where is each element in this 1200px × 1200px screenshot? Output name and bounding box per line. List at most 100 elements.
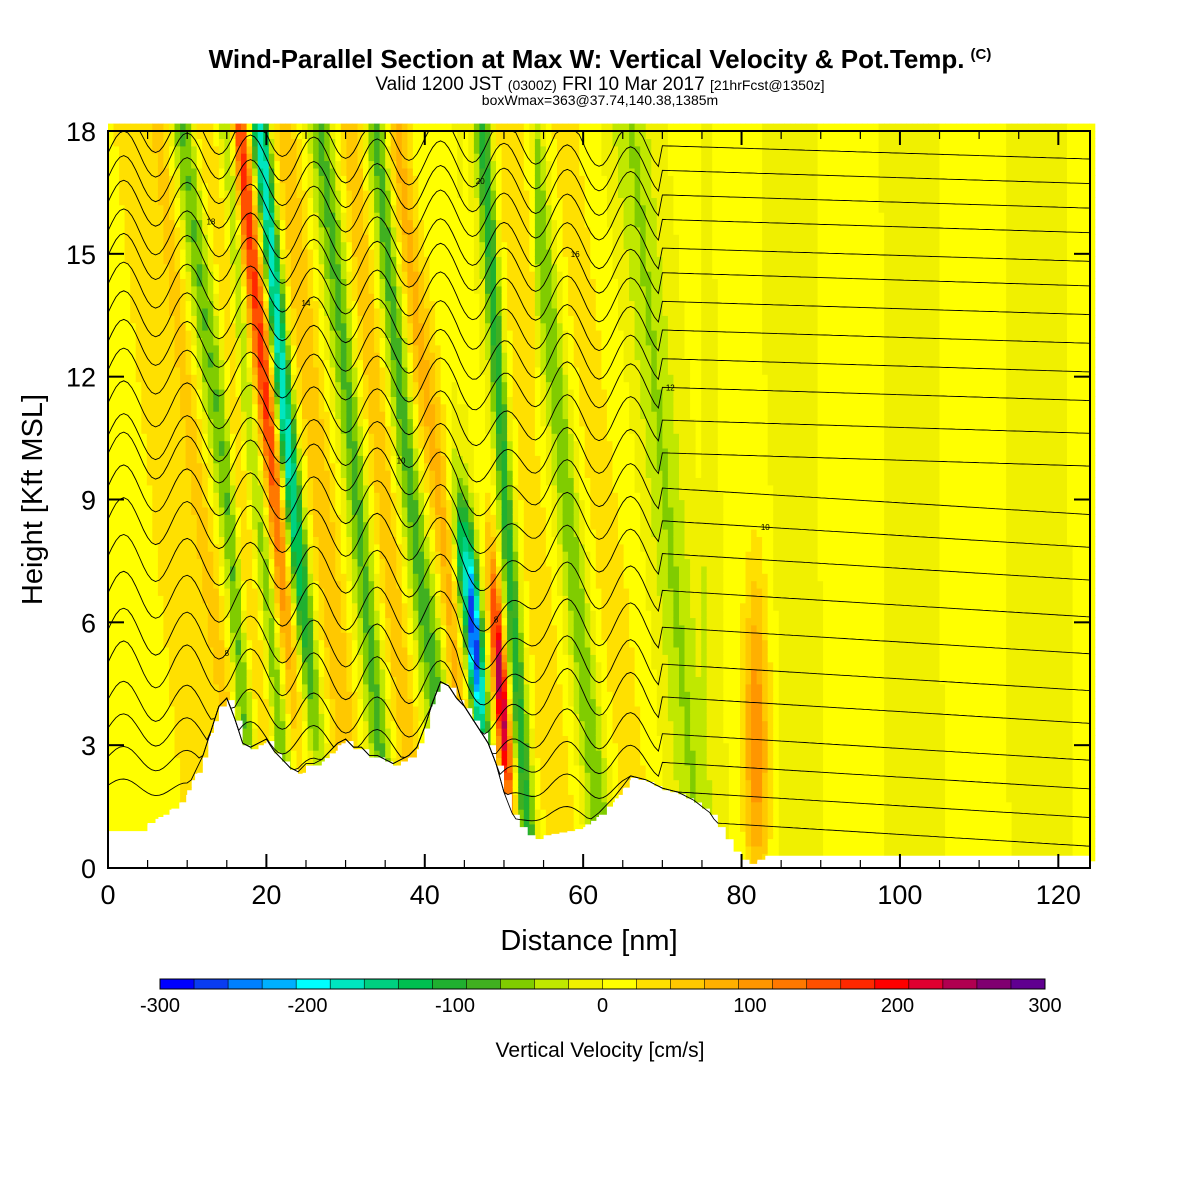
velocity-cell	[307, 337, 314, 346]
velocity-cell	[218, 359, 225, 368]
velocity-cell	[241, 271, 248, 279]
velocity-cell	[390, 447, 397, 456]
velocity-cell	[379, 145, 386, 154]
velocity-cell	[230, 256, 237, 265]
velocity-cell	[368, 602, 375, 611]
velocity-cell	[163, 632, 170, 641]
velocity-cell	[174, 256, 181, 265]
velocity-cell	[235, 484, 242, 493]
velocity-cell	[224, 595, 231, 604]
velocity-cell	[346, 403, 353, 412]
velocity-cell	[279, 551, 286, 560]
velocity-cell	[224, 447, 231, 456]
velocity-cell	[324, 153, 331, 162]
velocity-cell	[202, 565, 209, 574]
velocity-cell	[119, 418, 126, 427]
velocity-cell	[130, 219, 137, 228]
velocity-cell	[157, 418, 164, 427]
velocity-cell	[191, 691, 198, 700]
velocity-cell	[307, 418, 314, 427]
velocity-cell	[374, 521, 381, 530]
velocity-cell	[390, 646, 397, 655]
velocity-cell	[146, 440, 153, 449]
velocity-cell	[324, 212, 331, 221]
velocity-cell	[351, 447, 358, 456]
velocity-cell	[113, 330, 120, 338]
velocity-cell	[257, 123, 264, 132]
velocity-cell	[246, 580, 253, 589]
velocity-cell	[363, 293, 370, 302]
velocity-cell	[263, 344, 270, 353]
velocity-cell	[113, 521, 120, 530]
velocity-cell	[135, 705, 142, 714]
velocity-cell	[174, 558, 181, 567]
velocity-cell	[318, 160, 325, 169]
velocity-cell	[379, 190, 386, 198]
velocity-cell	[401, 197, 408, 206]
velocity-cell	[290, 160, 297, 169]
velocity-cell	[279, 300, 286, 309]
velocity-cell	[202, 514, 209, 523]
velocity-cell	[368, 455, 375, 464]
velocity-cell	[296, 536, 303, 545]
velocity-cell	[202, 322, 209, 331]
velocity-cell	[363, 506, 370, 515]
velocity-cell	[235, 285, 242, 294]
velocity-cell	[257, 403, 264, 412]
velocity-cell	[241, 433, 248, 442]
velocity-cell	[274, 676, 281, 685]
velocity-cell	[213, 396, 220, 405]
velocity-cell	[324, 145, 331, 154]
velocity-cell	[285, 713, 292, 722]
velocity-cell	[224, 204, 231, 213]
velocity-cell	[412, 521, 419, 530]
velocity-cell	[279, 573, 286, 582]
velocity-cell	[407, 602, 414, 611]
velocity-cell	[313, 425, 320, 434]
velocity-cell	[235, 197, 242, 206]
velocity-cell	[357, 322, 364, 331]
velocity-cell	[174, 263, 181, 272]
velocity-cell	[390, 551, 397, 560]
velocity-cell	[257, 256, 264, 265]
velocity-cell	[157, 477, 164, 486]
velocity-cell	[401, 389, 408, 397]
velocity-cell	[174, 447, 181, 456]
velocity-cell	[385, 492, 392, 501]
velocity-cell	[335, 565, 342, 574]
velocity-cell	[135, 315, 142, 324]
velocity-cell	[335, 720, 342, 729]
velocity-cell	[279, 175, 286, 184]
velocity-cell	[302, 720, 309, 729]
velocity-cell	[318, 529, 325, 537]
velocity-cell	[191, 411, 198, 420]
velocity-cell	[279, 204, 286, 213]
velocity-cell	[279, 263, 286, 272]
velocity-cell	[368, 624, 375, 633]
velocity-cell	[274, 212, 281, 221]
velocity-cell	[374, 344, 381, 353]
velocity-cell	[257, 632, 264, 641]
velocity-cell	[390, 610, 397, 619]
velocity-cell	[257, 602, 264, 611]
velocity-cell	[412, 123, 419, 132]
velocity-cell	[163, 330, 170, 338]
velocity-cell	[213, 271, 220, 279]
velocity-cell	[263, 639, 270, 648]
velocity-cell	[279, 705, 286, 714]
velocity-cell	[235, 212, 242, 221]
velocity-cell	[196, 411, 203, 420]
velocity-cell	[230, 352, 237, 361]
velocity-cell	[152, 669, 159, 677]
velocity-cell	[257, 521, 264, 530]
velocity-cell	[213, 374, 220, 383]
velocity-cell	[412, 742, 419, 751]
velocity-cell	[351, 256, 358, 265]
velocity-cell	[263, 470, 270, 478]
velocity-cell	[207, 366, 214, 375]
velocity-cell	[130, 639, 137, 648]
velocity-cell	[385, 131, 392, 139]
velocity-cell	[363, 285, 370, 294]
velocity-cell	[252, 359, 259, 368]
velocity-cell	[418, 462, 425, 471]
